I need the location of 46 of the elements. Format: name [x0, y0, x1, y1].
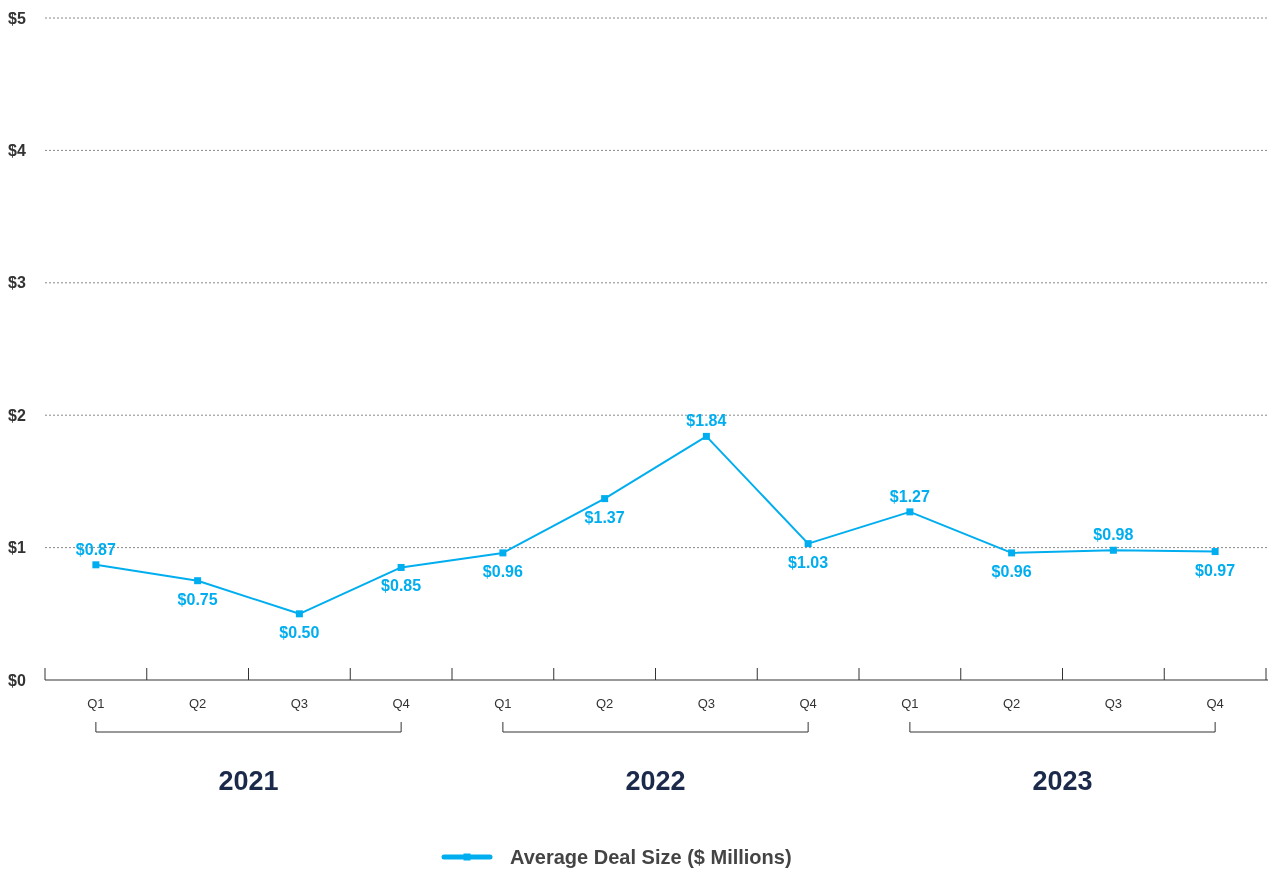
x-tick-label: Q4 [1206, 696, 1224, 711]
point [194, 577, 202, 585]
text: 2021 [218, 766, 279, 796]
point [906, 508, 914, 516]
x-tick-label: Q2 [1002, 696, 1021, 711]
data-label: $0.98 [1093, 526, 1134, 544]
x-tick-label: Q1 [87, 696, 105, 711]
data-label: $0.85 [381, 577, 422, 595]
data-label: $1.37 [584, 508, 625, 526]
point [499, 549, 507, 557]
point [601, 495, 609, 503]
text: 2023 [1032, 766, 1093, 796]
data-label: $0.75 [177, 590, 218, 608]
y-tick-label: $0 [8, 671, 26, 689]
data-label: $0.87 [75, 540, 116, 558]
y-tick-label: $3 [8, 274, 26, 292]
data-label: $1.84 [686, 412, 727, 430]
data-label: $1.03 [788, 553, 829, 571]
point [295, 610, 303, 618]
x-tick-label: Q4 [392, 696, 410, 711]
x-tick-label: Q3 [1104, 696, 1123, 711]
y-tick-label: $4 [8, 142, 26, 159]
x-tick-label: Q3 [290, 696, 309, 711]
data-label: $1.27 [889, 487, 930, 505]
x-tick-label: Q4 [799, 696, 817, 711]
point [92, 561, 100, 569]
x-tick-label: Q2 [188, 696, 207, 711]
text: 2022 [625, 766, 686, 796]
y-tick-label: $2 [8, 406, 26, 424]
legend-label: Average Deal Size ($ Millions) [510, 846, 792, 868]
point [804, 540, 812, 548]
x-tick-label: Q1 [494, 696, 512, 711]
x-tick-label: Q2 [595, 696, 614, 711]
point [1211, 548, 1219, 556]
x-tick-label: Q1 [901, 696, 919, 711]
y-tick-label: $1 [8, 539, 26, 557]
point [702, 432, 710, 440]
x-tick-label: Q3 [697, 696, 716, 711]
point [1008, 549, 1016, 557]
data-label: $0.96 [991, 562, 1032, 580]
data-label: $0.50 [279, 623, 320, 641]
point [1109, 546, 1117, 554]
y-tick-label: $5 [8, 9, 26, 27]
point [397, 563, 405, 571]
data-label: $0.97 [1195, 561, 1236, 579]
data-label: $0.96 [482, 562, 523, 580]
